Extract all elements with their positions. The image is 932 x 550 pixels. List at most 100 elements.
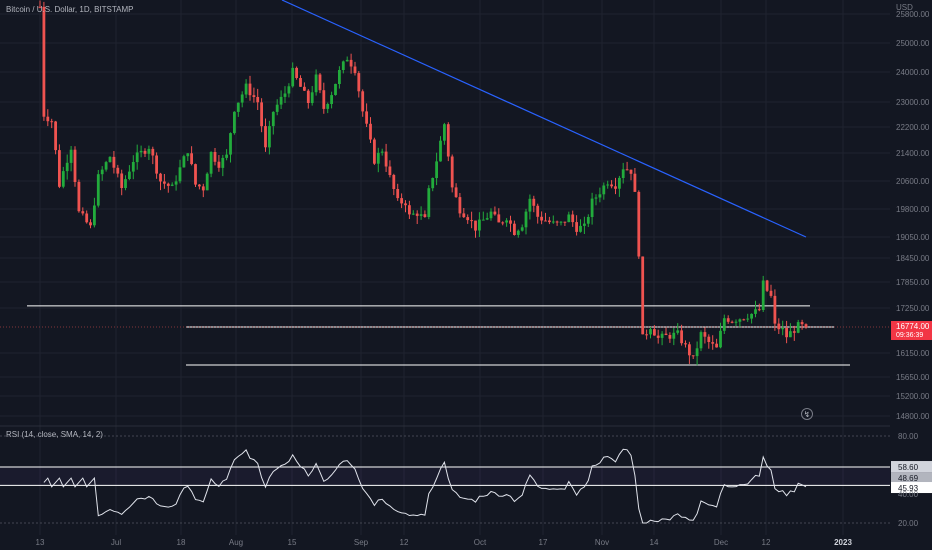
- trendline-segment: [281, 0, 807, 238]
- candle: [400, 198, 403, 204]
- candle: [209, 152, 213, 174]
- candle: [781, 328, 785, 330]
- candle: [563, 221, 567, 223]
- candle: [598, 194, 602, 198]
- candle: [540, 216, 543, 221]
- candle: [497, 214, 501, 223]
- candle: [439, 140, 442, 162]
- candle: [586, 217, 590, 224]
- candle: [217, 161, 221, 168]
- candle: [559, 221, 563, 223]
- candle: [365, 111, 368, 124]
- candle: [594, 197, 598, 199]
- candle: [131, 162, 135, 172]
- candle: [54, 121, 57, 151]
- rsi-tick-label: 20.00: [898, 519, 919, 528]
- time-tick-label: 14: [650, 538, 659, 547]
- candle: [610, 184, 613, 187]
- candle: [135, 152, 139, 163]
- candle: [528, 198, 532, 212]
- candle: [555, 221, 559, 223]
- candle: [283, 93, 287, 97]
- candle: [100, 169, 104, 175]
- candle: [116, 167, 120, 174]
- candle: [699, 332, 703, 349]
- candle: [621, 169, 625, 178]
- candle: [754, 309, 757, 314]
- time-tick-label: Nov: [595, 538, 609, 547]
- candle: [213, 152, 217, 162]
- time-tick-label: 2023: [834, 538, 852, 547]
- candle: [128, 171, 131, 179]
- candle: [268, 126, 271, 148]
- candle: [190, 153, 193, 165]
- candle: [155, 155, 158, 174]
- candle: [423, 214, 427, 217]
- candle: [392, 175, 396, 189]
- title-separator: /: [30, 5, 37, 14]
- candle: [61, 171, 65, 187]
- candle: [89, 222, 92, 226]
- candle: [369, 123, 372, 140]
- candle: [757, 309, 761, 311]
- candle: [544, 220, 547, 222]
- candle: [575, 222, 578, 232]
- candle: [201, 186, 205, 191]
- candle: [77, 181, 81, 212]
- price-tick-label: 22200.00: [896, 123, 930, 132]
- lightning-icon[interactable]: ↯: [801, 408, 813, 420]
- candle: [672, 332, 676, 339]
- candle: [42, 6, 46, 117]
- candle: [462, 213, 466, 218]
- candle: [688, 344, 691, 356]
- price-tick-label: 19800.00: [896, 205, 930, 214]
- candle: [182, 156, 186, 168]
- price-tick-label: 20600.00: [896, 177, 930, 186]
- candle: [645, 334, 648, 336]
- candle: [684, 343, 687, 345]
- candle: [614, 186, 617, 189]
- candle: [629, 169, 633, 174]
- candle: [81, 211, 85, 214]
- candle: [796, 322, 800, 333]
- candle: [734, 321, 738, 323]
- candle: [516, 230, 520, 235]
- candle: [481, 219, 485, 221]
- axes: 25800.00 25000.00 24000.00 23000.00 22200.00…: [36, 3, 932, 547]
- candle: [470, 220, 473, 222]
- candle: [380, 151, 384, 153]
- candle: [353, 66, 357, 74]
- candle: [524, 211, 528, 228]
- candle: [139, 150, 143, 153]
- candle: [730, 321, 734, 323]
- candle: [46, 116, 50, 122]
- candle: [691, 355, 695, 357]
- candle: [466, 217, 470, 221]
- rsi-title: RSI (14, close, SMA, 14, 2): [6, 430, 103, 439]
- candle: [649, 329, 652, 335]
- candle: [38, 6, 42, 8]
- candle: [450, 156, 454, 188]
- time-tick-label: 12: [400, 538, 409, 547]
- time-tick-label: Aug: [229, 538, 243, 547]
- candle: [147, 148, 151, 154]
- candle: [664, 333, 668, 335]
- candle: [143, 150, 147, 154]
- candle: [746, 318, 750, 320]
- candle: [695, 348, 699, 357]
- candle: [306, 90, 310, 103]
- candle: [551, 221, 555, 223]
- candle: [221, 157, 225, 168]
- candle: [163, 181, 166, 184]
- candle: [310, 92, 314, 103]
- candle: [240, 94, 244, 103]
- time-tick-label: 18: [177, 538, 186, 547]
- chart-title: Bitcoin / U.S. Dollar, 1D, BITSTAMP: [6, 5, 133, 14]
- rsi-tick-label: 48.69: [898, 474, 919, 483]
- candle: [112, 156, 116, 168]
- price-tick-label: 17850.00: [896, 278, 930, 287]
- last-price-label: 16774.00: [896, 322, 930, 331]
- candle: [314, 74, 318, 93]
- candle: [69, 149, 73, 163]
